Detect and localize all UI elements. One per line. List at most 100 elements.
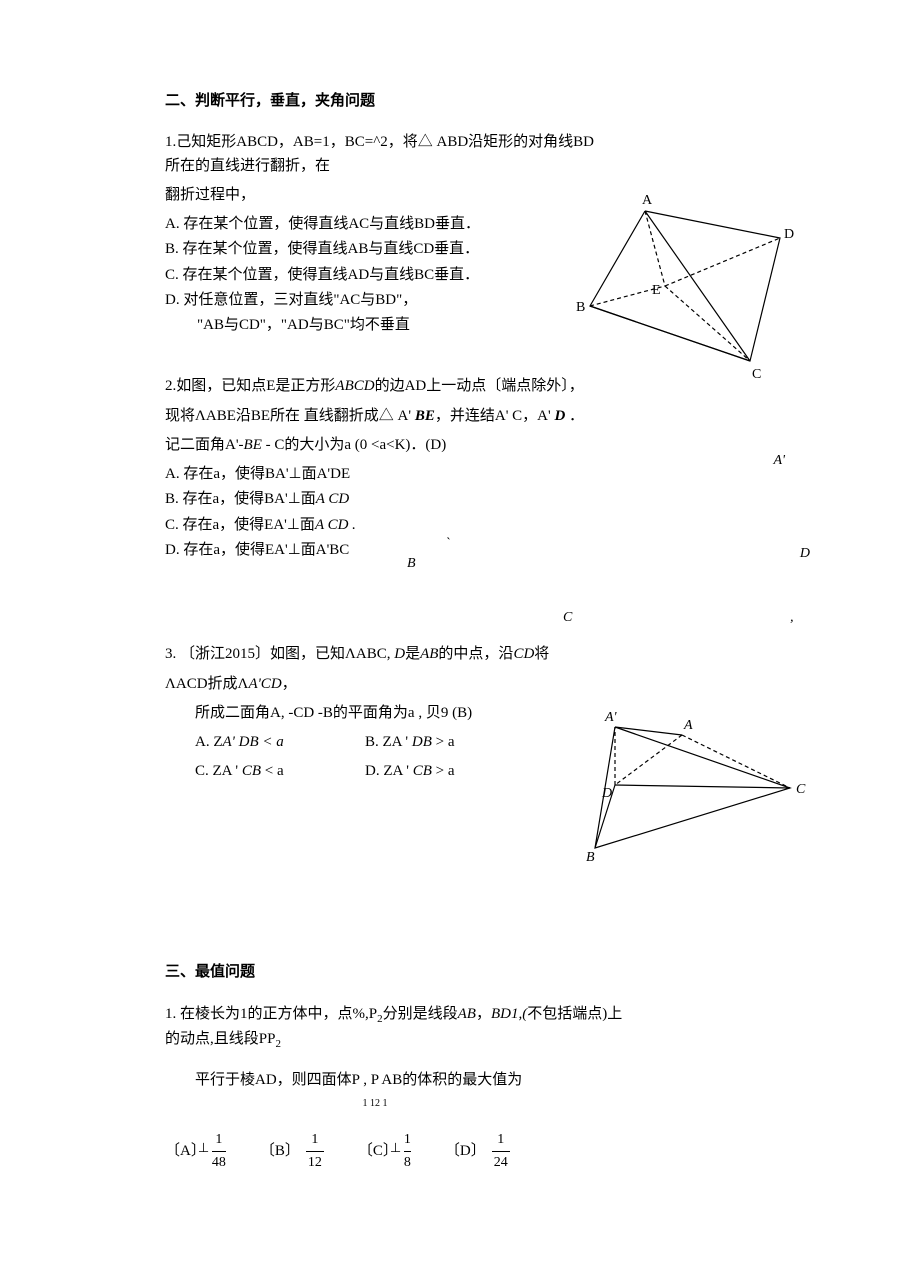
q3-label-d: D <box>601 786 612 801</box>
s3q1sub2: 2 <box>275 1038 281 1050</box>
q3-figure: A' A D C B <box>560 703 820 871</box>
q1-label-d: D <box>784 227 794 242</box>
s3q1-a-num: 1 <box>212 1129 226 1151</box>
q3-label-a: A <box>683 718 693 733</box>
q1-options: A. 存在某个位置，使得直线AC与直线BD垂直． B. 存在某个位置，使得直线A… <box>165 213 505 337</box>
q1-label-e: E <box>652 283 661 298</box>
q3-s1a: 3. 〔浙江2015〕如图，已知ΛABC, <box>165 646 394 662</box>
q3-opt-a: A. ZA' DB < a <box>195 731 365 754</box>
q2-s1c: 的边AD上一动点〔端点除外〕， <box>375 378 584 394</box>
q3a1: A. Z <box>195 734 223 750</box>
q2-s2d: D <box>554 408 565 424</box>
q2-s2a: 现将ΛABE沿BE所在 直线翻折成△ A' <box>165 408 415 424</box>
q3-s1c: 是 <box>405 646 420 662</box>
q1-opt-a: A. 存在某个位置，使得直线AC与直线BD垂直． <box>165 213 505 236</box>
q2-b-b: A CD <box>316 491 349 507</box>
q2-opt-c: C. 存在a，使得EA'⊥面A CD . <box>165 514 770 537</box>
q1-label-a: A <box>642 193 653 208</box>
q2-s3b: BE <box>244 437 262 453</box>
q3-label-b: B <box>586 850 595 863</box>
s3q1-d-den: 24 <box>492 1151 510 1174</box>
q2-stray-comma: ‚ <box>789 607 794 629</box>
s3q1-b-label: 〔B〕 <box>260 1140 300 1163</box>
q3-label-c: C <box>796 782 806 797</box>
s3q1-c-num: 1 <box>404 1129 411 1151</box>
s3q1-opt-a: 〔A〕 1 48 <box>165 1129 226 1173</box>
s3q1-d-label: 〔D〕 <box>445 1140 486 1163</box>
s3q1-b-den: 12 <box>306 1151 324 1174</box>
q1-opt-c: C. 存在某个位置，使得直线AD与直线BC垂直． <box>165 264 505 287</box>
q3c2: CB <box>242 763 261 779</box>
q3-s1g: 将 <box>534 646 549 662</box>
q1-opt-d1: D. 对任意位置，三对直线"AC与BD"， <box>165 289 505 312</box>
q2-s2b: BE <box>415 408 435 424</box>
section2-title: 二、判断平行，垂直，夹角问题 <box>165 90 770 113</box>
q3a2: A' DB < a <box>223 734 284 750</box>
q2-opt-b: B. 存在a，使得BA'⊥面A CD <box>165 488 770 511</box>
q3-label-ap: A' <box>604 710 618 725</box>
q2-stray-b: B <box>407 553 416 575</box>
s3q1-b-num: 1 <box>306 1129 324 1151</box>
q3-s2b: A'CD <box>248 676 281 692</box>
q2-opt-d: D. 存在a，使得EA'⊥面A'BC <box>165 539 770 562</box>
s3q1-d-num: 1 <box>492 1129 510 1151</box>
s3q1-opt-c: 〔C〕 1 8 <box>358 1129 411 1173</box>
q2-stray-c: C <box>563 607 572 629</box>
s3q1c: AB <box>458 1006 476 1022</box>
s3q1a: 1. 在棱长为1的正方体中，点%,P <box>165 1006 377 1022</box>
s3q1-c-den: 8 <box>404 1151 411 1174</box>
q1-label-b: B <box>576 300 585 315</box>
q3-svg: A' A D C B <box>560 703 820 863</box>
q3-stem1: 3. 〔浙江2015〕如图，已知ΛABC, D是AB的中点，沿CD将 <box>165 643 770 666</box>
q2-c-a: C. 存在a，使得EA'⊥面 <box>165 517 315 533</box>
q3d2: CB <box>413 763 432 779</box>
q2-s1a: 2.如图，已知点E是正方形 <box>165 378 335 394</box>
s3q1-opt-b: 〔B〕 1 12 <box>260 1129 324 1173</box>
s3q1e: BD1,( <box>491 1006 527 1022</box>
q2-s2e: ． <box>565 408 584 424</box>
q3d1: D. ZA ' <box>365 763 413 779</box>
s3q1-a-frac: 1 48 <box>212 1129 226 1173</box>
q2-s1b: ABCD <box>335 378 374 394</box>
q1-svg: A B C D E <box>570 186 800 386</box>
q2-b-a: B. 存在a，使得BA'⊥面 <box>165 491 316 507</box>
q2-stem2: 现将ΛABE沿BE所在 直线翻折成△ A' BE，并连结A' C，A' D ． <box>165 405 770 428</box>
q2-stray-d: D <box>800 543 810 565</box>
q2-s3c: - C的大小为a (0 <a<K)．(D) <box>262 437 446 453</box>
s3q1-c-frac: 1 8 <box>404 1129 411 1173</box>
q3d3: > a <box>432 763 455 779</box>
q3-s1d: AB <box>420 646 438 662</box>
q3b3: > a <box>432 734 455 750</box>
q3-stem2: ΛACD折成ΛA'CD， <box>165 673 770 696</box>
s3q1b: 分别是线段 <box>383 1006 458 1022</box>
s3-question-1: 1. 在棱长为1的正方体中，点%,P2分别是线段AB，BD1,(不包括端点)上的… <box>165 1003 770 1174</box>
q3-s1f: CD <box>513 646 534 662</box>
q3b1: B. ZA ' <box>365 734 412 750</box>
q1-opt-d2: "AB与CD"，"AD与BC"均不垂直 <box>165 314 505 337</box>
q3-opt-c: C. ZA ' CB < a <box>195 760 365 783</box>
q3b2: DB <box>412 734 432 750</box>
s3q1-stem2: 平行于棱AD，则四面体P , P AB的体积的最大值为 <box>195 1069 770 1092</box>
q3-s1e: 的中点，沿 <box>438 646 513 662</box>
q3c1: C. ZA ' <box>195 763 242 779</box>
q2-s3a: 记二面角A'- <box>165 437 244 453</box>
q2-s2c: ，并连结A' C，A' <box>435 408 555 424</box>
question-1: 1.己知矩形ABCD，AB=1，BC=^2，将△ ABD沿矩形的对角线BD所在的… <box>165 131 770 337</box>
s3q1-under: 1 12 1 <box>355 1096 395 1112</box>
q3-s1b: D <box>394 646 405 662</box>
s3q1-stem1: 1. 在棱长为1的正方体中，点%,P2分别是线段AB，BD1,(不包括端点)上的… <box>165 1003 630 1053</box>
s3q1-a-den: 48 <box>212 1151 226 1174</box>
q2-c-b: A CD . <box>315 517 356 533</box>
s3q1d: ， <box>476 1006 491 1022</box>
s3q1-d-frac: 1 24 <box>492 1129 510 1173</box>
q1-opt-b: B. 存在某个位置，使得直线AB与直线CD垂直． <box>165 238 505 261</box>
page: 二、判断平行，垂直，夹角问题 1.己知矩形ABCD，AB=1，BC=^2，将△ … <box>0 0 920 1272</box>
q2-opt-a: A. 存在a，使得BA'⊥面A'DE <box>165 463 770 486</box>
q3-opt-d: D. ZA ' CB > a <box>365 760 535 783</box>
s3q1-opt-d: 〔D〕 1 24 <box>445 1129 510 1173</box>
q1-stem1: 1.己知矩形ABCD，AB=1，BC=^2，将△ ABD沿矩形的对角线BD所在的… <box>165 131 605 178</box>
q1-figure: A B C D E <box>570 186 800 394</box>
q2-stem1: 2.如图，已知点E是正方形ABCD的边AD上一动点〔端点除外〕， <box>165 375 770 398</box>
q3-opt-b: B. ZA ' DB > a <box>365 731 535 754</box>
q3-s2a: ΛACD折成Λ <box>165 676 248 692</box>
